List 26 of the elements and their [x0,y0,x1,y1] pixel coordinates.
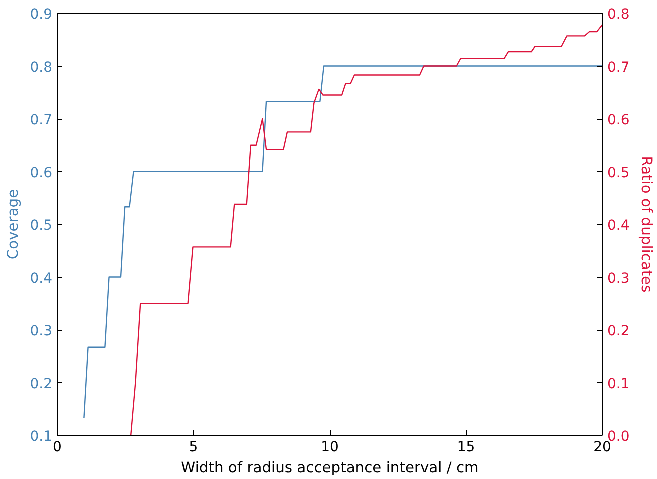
x-tick-label: 5 [189,440,198,456]
y2-tick-label: 0.8 [608,7,630,23]
x-axis-title: Width of radius acceptance interval / cm [181,460,479,476]
y-axis-title: Coverage [5,189,22,260]
y2-tick-label: 0.7 [608,60,630,76]
y-tick-label: 0.9 [30,7,52,23]
y2-tick-label: 0.3 [608,270,630,287]
y-tick-label: 0.4 [30,270,53,287]
x-tick-label: 0 [53,440,62,456]
y2-axis-title: Ratio of duplicates [638,156,655,293]
y-tick-label: 0.3 [30,324,52,340]
y2-tick-label: 0.4 [608,218,630,234]
y-tick-label: 0.2 [30,376,52,392]
y-tick-label: 0.5 [30,218,52,234]
line-series [84,66,602,419]
y-tick-label: 0.7 [30,112,52,128]
y2-tick-label: 0.6 [608,112,630,128]
x-tick-label: 10 [321,440,339,456]
line-series [130,24,602,436]
y-tick-label: 0.1 [30,429,52,445]
y-tick-label: 0.6 [30,165,53,182]
y2-tick-label: 0.2 [608,324,630,340]
x-tick-label: 15 [457,440,476,456]
y-tick-label: 0.8 [30,60,52,76]
y2-tick-label: 0.1 [608,376,630,392]
y2-tick-label: 0.5 [608,165,630,182]
